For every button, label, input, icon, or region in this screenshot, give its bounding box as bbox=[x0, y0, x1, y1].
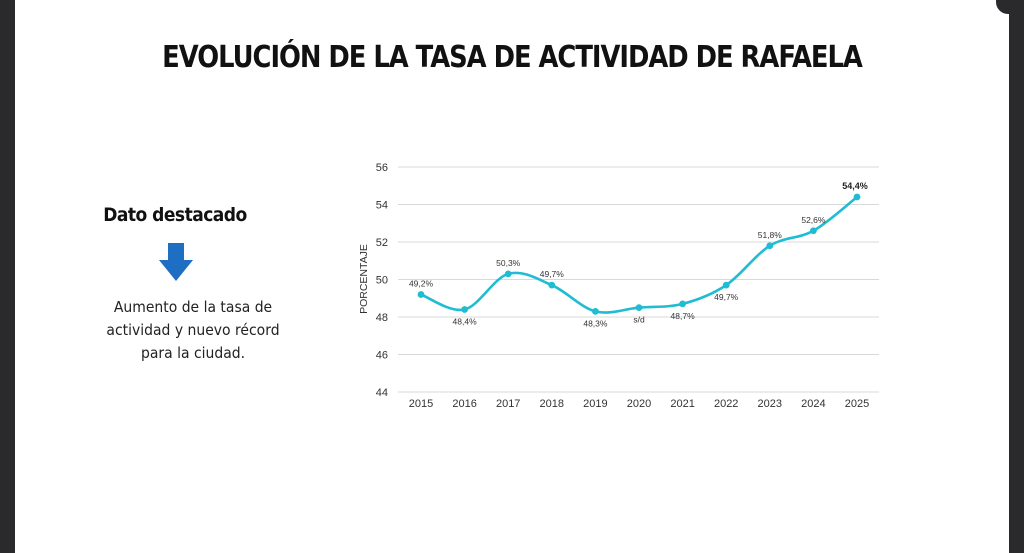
data-label: 54,4% bbox=[842, 181, 868, 191]
x-tick-label: 2022 bbox=[714, 398, 738, 410]
x-tick-label: 2019 bbox=[583, 398, 607, 410]
data-label: s/d bbox=[633, 315, 645, 325]
data-point bbox=[635, 304, 643, 312]
x-tick-label: 2016 bbox=[452, 398, 476, 410]
data-point bbox=[853, 193, 861, 201]
y-tick-label: 50 bbox=[376, 275, 388, 287]
data-point bbox=[679, 300, 686, 308]
data-label: 51,8% bbox=[758, 230, 783, 240]
line-chart: 44 46 48 50 52 54 56 PORCENTAJE 2015 2016 2017 2018… bbox=[358, 162, 879, 410]
y-tick-label: 54 bbox=[376, 200, 388, 212]
y-axis-label: PORCENTAJE bbox=[358, 244, 370, 314]
y-tick-label: 52 bbox=[376, 237, 388, 249]
x-tick-label: 2017 bbox=[496, 398, 520, 410]
y-tick-label: 48 bbox=[376, 312, 388, 324]
data-point bbox=[504, 270, 512, 278]
data-label: 50,3% bbox=[496, 258, 521, 268]
highlight-heading: Dato destacado bbox=[103, 204, 247, 226]
data-point bbox=[548, 281, 556, 289]
x-tick-label: 2018 bbox=[540, 398, 564, 410]
x-tick-label: 2021 bbox=[670, 398, 694, 410]
x-tick-label: 2015 bbox=[409, 398, 433, 410]
data-point bbox=[592, 307, 599, 315]
data-label: 48,7% bbox=[671, 311, 696, 321]
highlight-text: Aumento de la tasa de actividad y nuevo … bbox=[106, 298, 280, 362]
arrow-down-icon bbox=[159, 243, 193, 281]
x-tick-label: 2024 bbox=[801, 398, 825, 410]
x-tick-label: 2025 bbox=[845, 398, 869, 410]
data-label: 48,4% bbox=[453, 317, 478, 327]
data-label: 49,7% bbox=[540, 269, 565, 279]
data-point bbox=[766, 242, 774, 250]
data-label: 52,6% bbox=[801, 215, 826, 225]
y-tick-label: 56 bbox=[376, 162, 388, 174]
x-tick-label: 2023 bbox=[758, 398, 782, 410]
data-point bbox=[417, 291, 425, 298]
data-point bbox=[810, 227, 817, 235]
series-line bbox=[419, 195, 859, 314]
data-point bbox=[461, 306, 468, 313]
y-tick-label: 44 bbox=[376, 387, 388, 399]
data-label: 48,3% bbox=[583, 318, 608, 328]
data-label: 49,2% bbox=[409, 279, 434, 289]
page-title: EVOLUCIÓN DE LA TASA DE ACTIVIDAD DE RAF… bbox=[162, 40, 863, 75]
content-card: EVOLUCIÓN DE LA TASA DE ACTIVIDAD DE RAF… bbox=[15, 0, 1010, 553]
x-tick-label: 2020 bbox=[627, 398, 651, 410]
y-tick-label: 46 bbox=[376, 350, 388, 362]
data-label: 49,7% bbox=[714, 292, 739, 302]
data-point bbox=[722, 281, 730, 289]
